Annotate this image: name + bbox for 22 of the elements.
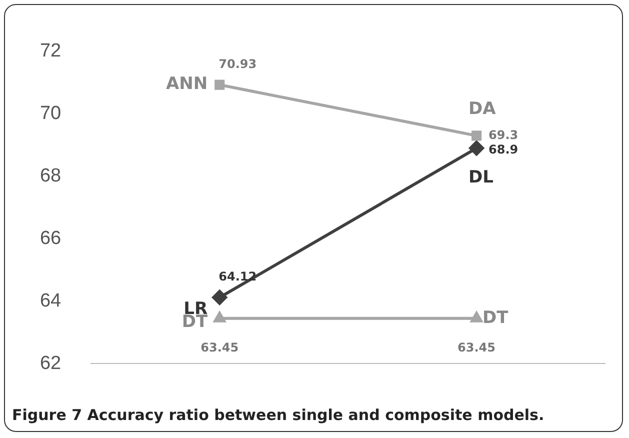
point [470,312,482,322]
y-tick-label: 68 [40,166,62,187]
y-tick-label: 72 [40,40,62,62]
annotation: DA [468,99,497,120]
point [214,80,225,90]
text: Figure 7 Accuracy ratio between single and composite models. [12,406,544,424]
point [469,140,484,156]
y-tick-label: 70 [40,103,62,124]
y-tick-label: 64 [40,290,62,312]
y-tick-label: 66 [40,228,62,249]
annotation: DT [482,308,509,328]
annotation: ANN [166,74,208,94]
point [214,312,226,322]
annotation: DL [468,168,494,188]
y-tick-label: 62 [40,352,62,374]
point [472,130,482,141]
point [212,290,228,305]
data-label: 68.9 [488,142,518,156]
data-label: 63.45 [200,340,239,354]
data-label: 63.45 [458,340,496,354]
data-label: 69.3 [488,128,518,142]
data-label: 70.93 [218,56,257,71]
